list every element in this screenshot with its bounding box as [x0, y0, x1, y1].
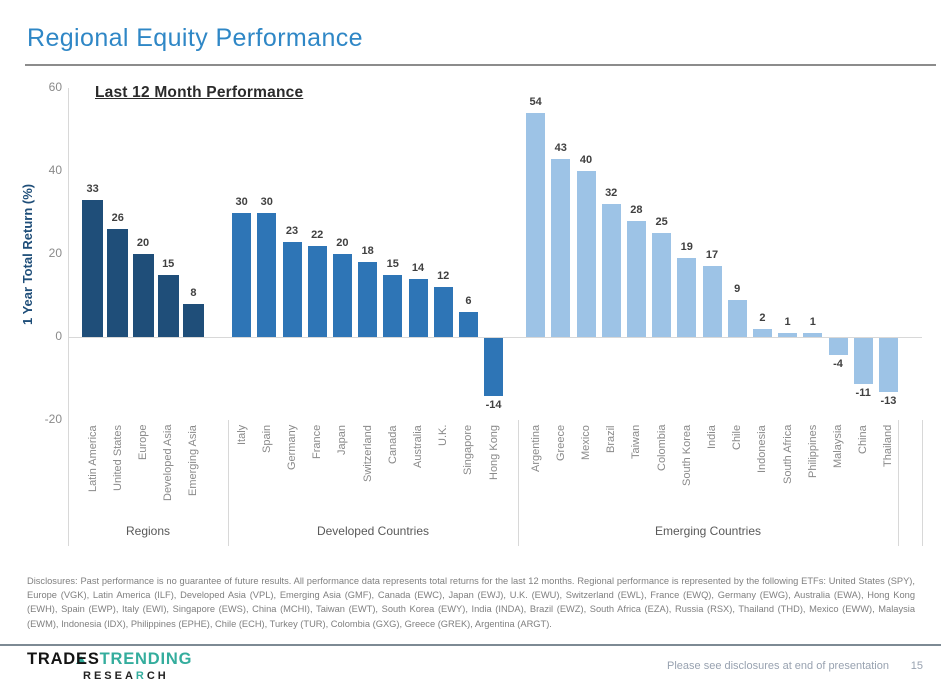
bar [702, 266, 722, 337]
axis-separator [922, 420, 923, 546]
bar-value-label: 15 [386, 257, 399, 270]
bar-value-label: 25 [655, 216, 668, 229]
bar-value-label: 2 [759, 311, 766, 324]
bar-value-label: 20 [136, 237, 150, 249]
footer-note: Please see disclosures at end of present… [667, 660, 889, 672]
bar [652, 233, 672, 337]
page-title: Regional Equity Performance [27, 24, 363, 52]
bar-value-label: 8 [190, 286, 197, 299]
bar-value-label: 1 [784, 315, 791, 328]
bar-value-label: 1 [809, 315, 816, 328]
bar-chart: Last 12 Month Performance 1 Year Total R… [20, 80, 923, 546]
bar [626, 220, 646, 337]
bar [458, 312, 478, 337]
bar [677, 258, 697, 337]
y-tick-label: 0 [55, 329, 62, 343]
logo-research: RESEARCH [83, 670, 192, 682]
bar-value-label: -13 [880, 394, 897, 407]
logo-research-r: R [135, 670, 147, 682]
logo-trades: TRADES [27, 650, 100, 668]
bar [82, 200, 104, 337]
bar [282, 241, 302, 337]
bar [727, 299, 747, 337]
bar-value-label: 33 [86, 183, 99, 196]
group-label: Regions [125, 524, 171, 538]
bar-value-label: 28 [630, 203, 643, 216]
bar [601, 204, 621, 337]
group-label: Developed Countries [316, 524, 430, 538]
chart-title: Last 12 Month Performance [95, 84, 304, 101]
bar [778, 332, 798, 337]
bar-value-label: 30 [235, 195, 248, 208]
bar-value-label: 18 [361, 245, 374, 258]
disclosures-text: Disclosures: Past performance is no guar… [27, 576, 915, 629]
logo-research-pre: RESEA [83, 670, 136, 682]
axis-separator [518, 420, 519, 546]
bar-value-label: 43 [554, 141, 567, 154]
bar [576, 171, 596, 337]
bar [132, 254, 154, 337]
bar-value-label: 23 [285, 224, 299, 237]
group-label: Emerging Countries [654, 524, 762, 538]
bar [257, 212, 277, 337]
y-tick-label: 60 [48, 80, 62, 94]
bar [232, 212, 252, 337]
bar [551, 158, 571, 337]
logo-trending: TRENDING [99, 650, 193, 668]
bar-value-label: 17 [705, 249, 719, 262]
bar [828, 338, 848, 355]
bar [878, 338, 898, 392]
bar-value-label: 14 [411, 261, 425, 274]
logo-line1: TRADESTRENDING [27, 650, 192, 669]
bar [408, 278, 428, 337]
bar [853, 338, 873, 384]
bar-value-label: 20 [336, 237, 349, 249]
bar [157, 274, 179, 337]
bar-value-label: 30 [260, 195, 273, 208]
footer-divider [0, 644, 941, 646]
bar-value-label: -4 [833, 357, 843, 370]
bar-value-label: 22 [311, 228, 324, 241]
bar-value-label: -14 [485, 399, 502, 412]
bar [433, 287, 453, 337]
bar-value-label: -11 [855, 386, 871, 399]
bar-value-label: 9 [734, 282, 741, 295]
zero-gridline [68, 337, 922, 338]
bar-value-label: 19 [680, 241, 693, 254]
title-divider [25, 64, 936, 66]
page-number: 15 [910, 660, 923, 672]
bar-value-label: 40 [579, 154, 593, 166]
bar [383, 274, 403, 337]
bar-value-label: 54 [529, 95, 542, 108]
bar [752, 328, 772, 337]
bar [332, 254, 352, 337]
bar-value-label: 32 [605, 187, 618, 200]
bar [526, 112, 546, 337]
bar [803, 332, 823, 337]
bar-value-label: 6 [465, 295, 472, 308]
bar [484, 338, 504, 397]
y-axis-line [68, 88, 69, 546]
bar-value-label: 12 [437, 270, 450, 283]
bar [307, 245, 327, 337]
bar [358, 262, 378, 337]
logo: TRADESTRENDING RESEARCH [27, 650, 192, 682]
bar [182, 303, 204, 337]
y-tick-label: 20 [48, 246, 62, 260]
axis-separator [898, 420, 899, 546]
y-tick-label: -20 [44, 412, 62, 426]
logo-triangle-icon [76, 656, 86, 664]
bar-value-label: 15 [162, 257, 175, 270]
bar-value-label: 26 [111, 212, 124, 225]
y-tick-label: 40 [48, 163, 62, 177]
bar [107, 229, 129, 337]
logo-research-post: CH [146, 670, 169, 682]
axis-separator [228, 420, 229, 546]
